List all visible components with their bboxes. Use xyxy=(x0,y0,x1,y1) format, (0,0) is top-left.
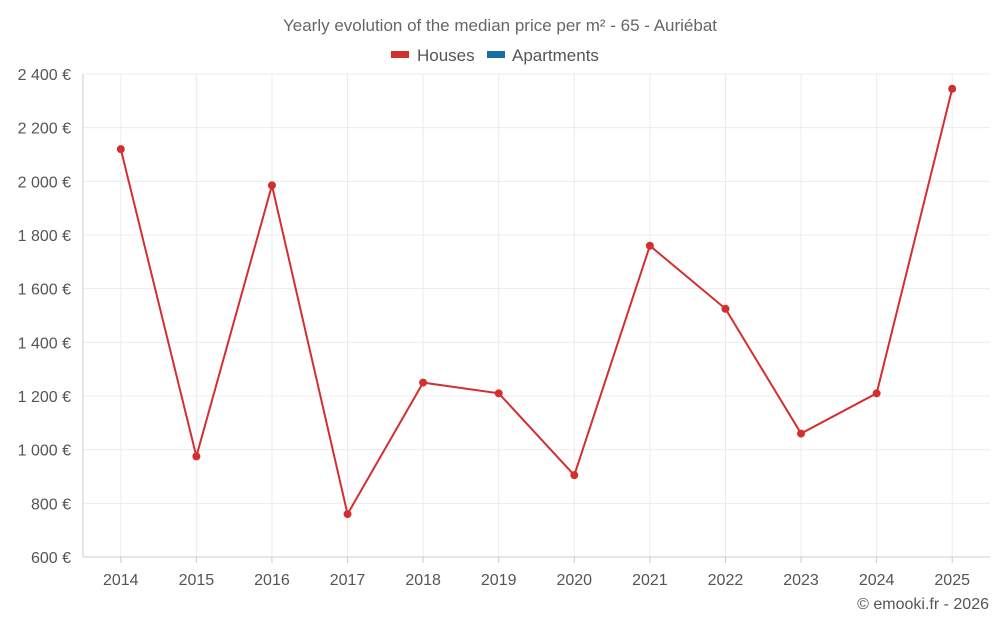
x-tick-label: 2023 xyxy=(783,572,819,589)
x-tick-label: 2020 xyxy=(556,572,592,589)
x-tick-label: 2016 xyxy=(254,572,290,589)
data-point-houses[interactable] xyxy=(872,389,881,398)
data-point-houses[interactable] xyxy=(267,181,276,190)
chart-title: Yearly evolution of the median price per… xyxy=(283,16,717,35)
y-axis: 600 € 800 € 1 000 € 1 200 € 1 400 € 1 600 € 1 … xyxy=(18,67,84,567)
data-point-houses[interactable] xyxy=(419,378,428,387)
x-tick-label: 2019 xyxy=(481,572,517,589)
data-point-houses[interactable] xyxy=(192,452,201,461)
legend: Houses Apartments xyxy=(391,46,599,65)
y-tick-label: 1 800 € xyxy=(18,228,71,245)
y-tick-label: 1 200 € xyxy=(18,389,71,406)
y-tick-label: 1 600 € xyxy=(18,282,71,299)
legend-label-apartments: Apartments xyxy=(512,46,599,65)
data-point-houses[interactable] xyxy=(948,84,957,93)
x-tick-label: 2025 xyxy=(934,572,970,589)
legend-swatch-apartments xyxy=(487,51,505,58)
data-point-houses[interactable] xyxy=(797,429,806,438)
grid xyxy=(83,73,990,557)
data-point-houses[interactable] xyxy=(343,510,352,519)
x-tick-label: 2021 xyxy=(632,572,668,589)
y-tick-label: 2 400 € xyxy=(18,67,71,84)
x-tick-label: 2017 xyxy=(330,572,366,589)
data-point-houses[interactable] xyxy=(116,145,125,154)
x-tick-label: 2024 xyxy=(859,572,895,589)
legend-label-houses: Houses xyxy=(417,46,475,65)
data-point-houses[interactable] xyxy=(494,389,503,398)
data-point-houses[interactable] xyxy=(645,241,654,250)
x-tick-label: 2018 xyxy=(405,572,441,589)
legend-item-apartments[interactable]: Apartments xyxy=(487,46,599,65)
legend-item-houses[interactable]: Houses xyxy=(391,46,475,65)
legend-swatch-houses xyxy=(391,51,409,58)
x-tick-label: 2014 xyxy=(103,572,139,589)
y-tick-label: 600 € xyxy=(31,550,71,567)
credit-text: © emooki.fr - 2026 xyxy=(857,596,989,613)
y-tick-label: 1 000 € xyxy=(18,443,71,460)
x-tick-label: 2022 xyxy=(708,572,744,589)
y-tick-label: 2 000 € xyxy=(18,174,71,191)
y-tick-label: 1 400 € xyxy=(18,335,71,352)
x-axis: 2014 2015 2016 2017 2018 2019 2020 2021 2022 2023… xyxy=(83,556,990,589)
y-tick-label: 2 200 € xyxy=(18,121,71,138)
data-point-houses[interactable] xyxy=(721,304,730,313)
series xyxy=(116,84,957,519)
y-tick-label: 800 € xyxy=(31,496,71,513)
series-line-houses xyxy=(119,88,954,517)
x-tick-label: 2015 xyxy=(179,572,215,589)
data-point-houses[interactable] xyxy=(570,471,579,480)
